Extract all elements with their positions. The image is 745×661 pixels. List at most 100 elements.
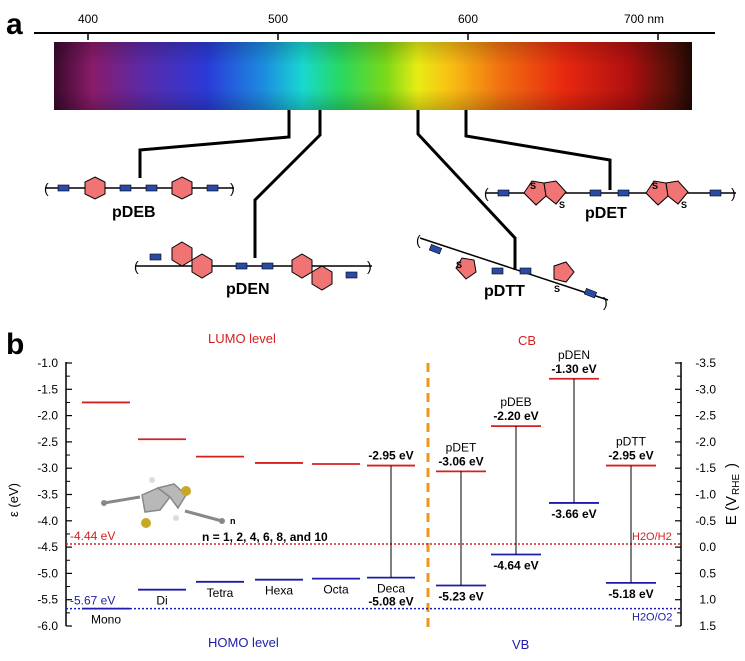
h2o-o2-value-label: -5.67 eV bbox=[70, 594, 115, 608]
left-tick-label: -2.0 bbox=[37, 409, 58, 423]
panel-b: b LUMO level HOMO level CB VB -1.0 -1.5 -2… bbox=[6, 328, 742, 652]
oligomer-name-tetra: Tetra bbox=[207, 586, 234, 600]
molecule-pDTT: ( ) S S pDTT bbox=[416, 232, 609, 310]
svg-text:(: ( bbox=[44, 180, 49, 196]
lumo-value-label: -2.95 eV bbox=[368, 449, 413, 463]
panel-b-label: b bbox=[6, 328, 24, 361]
polymer-name-pdeb: pDEB bbox=[500, 395, 531, 409]
svg-text:(: ( bbox=[416, 232, 421, 248]
h2o-o2-label: H2O/O2 bbox=[632, 612, 672, 624]
connector-pDEN bbox=[253, 110, 322, 258]
svg-text:S: S bbox=[554, 284, 560, 294]
oligomer-n-note: n = 1, 2, 4, 6, 8, and 10 bbox=[202, 530, 328, 544]
left-axis-ticks: -1.0 -1.5 -2.0 -2.5 -3.0 -3.5 -4.0 -4.5 -5.0 -5.5… bbox=[37, 356, 72, 633]
oligomer-name-octa: Octa bbox=[323, 583, 349, 597]
svg-text:E (V: E (V bbox=[723, 496, 740, 525]
cb-value-label: -3.06 eV bbox=[438, 454, 483, 468]
svg-text:n: n bbox=[230, 516, 236, 526]
svg-text:S: S bbox=[652, 181, 658, 191]
oligomer-structure-sketch: n bbox=[101, 477, 236, 528]
svg-text:): ) bbox=[367, 258, 372, 274]
svg-text:S: S bbox=[681, 200, 687, 210]
right-tick-label: -3.5 bbox=[695, 356, 716, 370]
right-tick-label: -2.0 bbox=[695, 435, 716, 449]
left-tick-label: -1.0 bbox=[37, 356, 58, 370]
wavelength-tick-label: 400 bbox=[78, 12, 98, 26]
right-axis-ticks: -3.5 -3.0 -2.5 -2.0 -1.5 -1.0 -0.5 0.0 0.5 1.0 1.5 bbox=[675, 356, 716, 633]
svg-text:): ) bbox=[723, 463, 740, 468]
molecule-pDET: ( ) S S S S pDET bbox=[484, 180, 736, 222]
left-tick-label: -6.0 bbox=[37, 619, 58, 633]
oligomer-name-di: Di bbox=[156, 594, 167, 608]
right-tick-label: -1.0 bbox=[695, 488, 716, 502]
polymer-name-pden: pDEN bbox=[558, 348, 590, 362]
molecule-pDEB: ( ) pDEB bbox=[44, 176, 235, 221]
vb-value-label: -5.18 eV bbox=[608, 587, 653, 601]
right-tick-label: 1.0 bbox=[699, 593, 716, 607]
homo-header: HOMO level bbox=[208, 635, 279, 650]
right-tick-label: 1.5 bbox=[699, 619, 716, 633]
left-tick-label: -5.0 bbox=[37, 566, 58, 580]
polymer-name-pdet: pDET bbox=[446, 440, 477, 454]
cb-value-label: -2.20 eV bbox=[493, 409, 538, 423]
left-tick-label: -1.5 bbox=[37, 382, 58, 396]
polymer-levels: pDET-3.06 eV -5.23 eV pDEB-2.20 eV -4.64 eV… bbox=[436, 348, 656, 603]
molecule-name-pDEN: pDEN bbox=[226, 281, 270, 298]
left-tick-label: -4.5 bbox=[37, 540, 58, 554]
vb-header: VB bbox=[512, 637, 529, 652]
wavelength-tick-label: 600 bbox=[458, 12, 478, 26]
left-tick-label: -5.5 bbox=[37, 593, 58, 607]
h2o-h2-label: H2O/H2 bbox=[632, 531, 672, 543]
vb-value-label: -3.66 eV bbox=[551, 507, 596, 521]
h2o-h2-value-label: -4.44 eV bbox=[70, 529, 115, 543]
svg-text:RHE: RHE bbox=[731, 474, 742, 495]
right-tick-label: -0.5 bbox=[695, 514, 716, 528]
left-tick-label: -3.5 bbox=[37, 488, 58, 502]
molecule-name-pDTT: pDTT bbox=[484, 283, 525, 300]
svg-text:S: S bbox=[530, 181, 536, 191]
vb-value-label: -4.64 eV bbox=[493, 558, 538, 572]
left-tick-label: -2.5 bbox=[37, 435, 58, 449]
vb-value-label: -5.23 eV bbox=[438, 589, 483, 603]
oligomer-name-mono: Mono bbox=[91, 613, 121, 627]
molecule-name-pDEB: pDEB bbox=[112, 204, 156, 221]
connector-pDTT bbox=[416, 110, 517, 270]
polymer-name-pdtt: pDTT bbox=[616, 435, 647, 449]
cb-header: CB bbox=[518, 333, 536, 348]
molecule-pDEN: ( ) pDEN bbox=[134, 241, 372, 298]
wavelength-ticks: 400 500 600 700 nm bbox=[78, 12, 664, 40]
panel-a: a 400 500 600 700 nm ( ) pDEB bbox=[6, 8, 736, 310]
spectrum-shading bbox=[54, 42, 692, 110]
homo-value-label: -5.08 eV bbox=[368, 595, 413, 609]
svg-text:(: ( bbox=[484, 185, 489, 201]
svg-text:S: S bbox=[456, 260, 462, 270]
oligomer-name-hexa: Hexa bbox=[265, 584, 293, 598]
connector-pDEB bbox=[138, 110, 291, 178]
oligomer-levels: Mono Di Tetra Hexa Octa Deca -2.95 eV -5.08 eV bbox=[82, 401, 415, 627]
cb-value-label: -2.95 eV bbox=[608, 449, 653, 463]
right-tick-label: -2.5 bbox=[695, 409, 716, 423]
lumo-header: LUMO level bbox=[208, 331, 276, 346]
right-tick-label: -3.0 bbox=[695, 382, 716, 396]
right-tick-label: -1.5 bbox=[695, 461, 716, 475]
wavelength-tick-label: 500 bbox=[268, 12, 288, 26]
right-tick-label: 0.0 bbox=[699, 540, 716, 554]
oligomer-name-deca: Deca bbox=[377, 582, 405, 596]
svg-text:(: ( bbox=[134, 258, 139, 274]
wavelength-tick-label: 700 nm bbox=[624, 12, 664, 26]
panel-a-label: a bbox=[6, 8, 23, 41]
right-tick-label: 0.5 bbox=[699, 566, 716, 580]
cb-value-label: -1.30 eV bbox=[551, 362, 596, 376]
right-axis-title: E (V RHE ) bbox=[723, 463, 742, 525]
svg-text:): ) bbox=[230, 180, 235, 196]
left-tick-label: -4.0 bbox=[37, 514, 58, 528]
svg-text:S: S bbox=[559, 200, 565, 210]
svg-text:): ) bbox=[603, 294, 608, 310]
absorption-connectors bbox=[138, 110, 612, 270]
molecule-name-pDET: pDET bbox=[585, 205, 627, 222]
svg-text:): ) bbox=[731, 185, 736, 201]
left-tick-label: -3.0 bbox=[37, 461, 58, 475]
left-axis-title: ε (eV) bbox=[6, 483, 21, 517]
connector-pDET bbox=[464, 110, 612, 190]
